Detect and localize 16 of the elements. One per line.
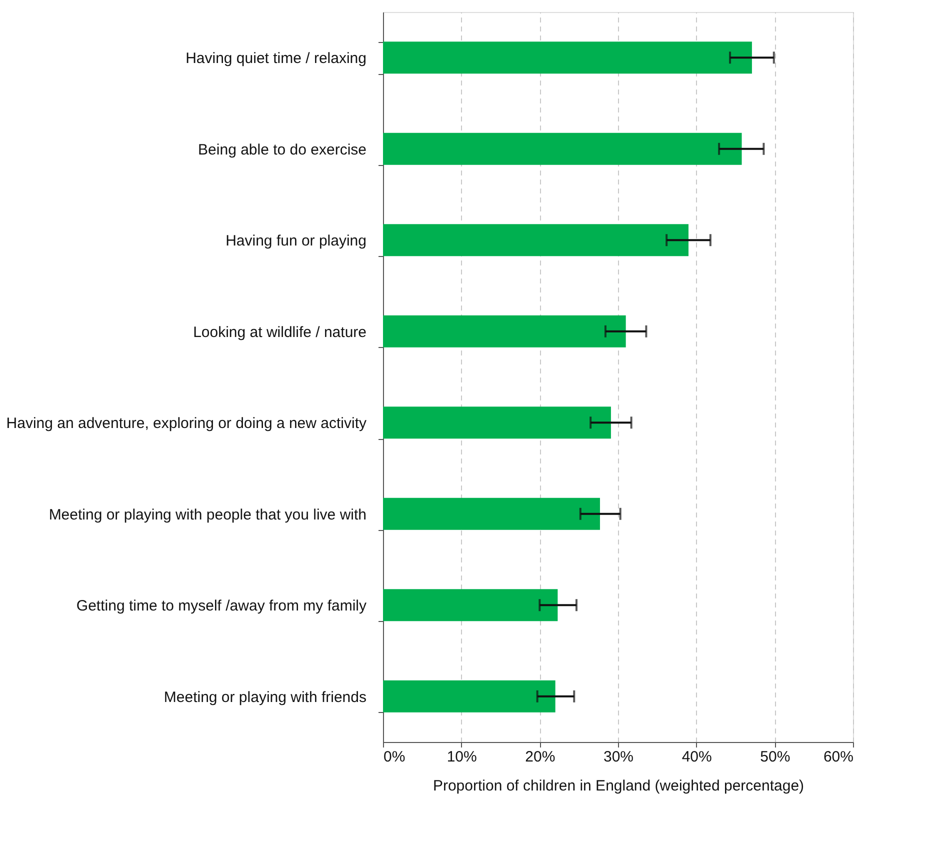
y-tick-label: Meeting or playing with friends — [164, 688, 366, 706]
y-tick-label: Getting time to myself /away from my family — [76, 598, 367, 615]
x-tick-label: 10% — [446, 748, 477, 766]
x-tick-label: 0% — [384, 748, 406, 766]
y-tick-label: Having an adventure, exploring or doing a new activity — [6, 415, 367, 432]
x-tick-label: 50% — [760, 748, 790, 766]
x-tick-label: 20% — [525, 748, 556, 766]
x-axis-title: Proportion of children in England (weighted percentage) — [432, 778, 804, 794]
y-tick-label: Meeting or playing with people that you live with — [48, 506, 366, 524]
x-tick-label: 40% — [682, 748, 712, 766]
y-tick-label: Being able to do exercise — [198, 141, 366, 158]
x-tick-label: 30% — [603, 748, 634, 766]
y-tick-label: Looking at wildlife / nature — [193, 324, 366, 341]
x-tick-label: 60% — [823, 748, 854, 766]
y-tick-label: Having fun or playing — [226, 232, 366, 250]
y-tick-label: Having quiet time / relaxing — [186, 50, 366, 68]
